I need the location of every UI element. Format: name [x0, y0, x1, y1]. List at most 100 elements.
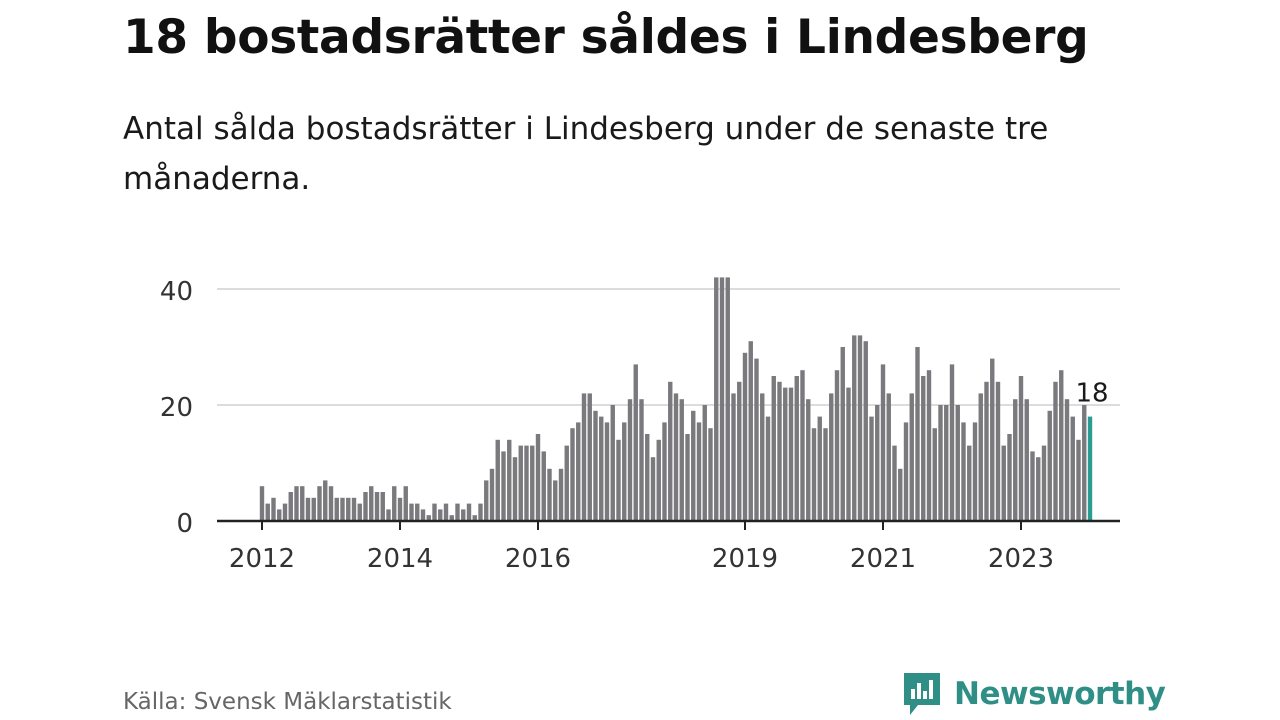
bar	[627, 399, 633, 521]
bar	[949, 364, 955, 521]
bar	[1013, 399, 1018, 521]
bar-chart: 0 20 40 2012 2014 2016 2019 2021 2023 18	[160, 277, 1120, 574]
x-tick-label: 2019	[712, 544, 778, 574]
bar	[507, 439, 512, 521]
chart-subtitle: Antal sålda bostadsrätter i Lindesberg u…	[123, 111, 1049, 197]
bar	[967, 445, 972, 521]
newsworthy-logo-icon	[904, 673, 940, 715]
bar	[581, 393, 587, 521]
bar	[921, 376, 926, 521]
x-tick-label: 2012	[229, 544, 295, 574]
bar	[328, 486, 334, 521]
bar	[846, 387, 851, 521]
bar	[932, 428, 937, 521]
bar	[1076, 439, 1081, 521]
bar	[317, 486, 322, 521]
bar	[1030, 451, 1035, 521]
bar	[524, 445, 529, 521]
bar	[610, 405, 615, 521]
bar	[679, 399, 684, 521]
y-tick-label: 20	[160, 393, 193, 423]
bar	[622, 422, 627, 521]
bar	[817, 416, 822, 521]
bar	[892, 445, 897, 521]
bar	[558, 468, 564, 521]
bar	[380, 492, 385, 521]
bar	[478, 503, 483, 521]
bar	[840, 347, 845, 521]
bar	[926, 370, 932, 521]
bar	[903, 422, 909, 521]
bar	[294, 486, 299, 521]
bar	[403, 486, 408, 521]
bar	[639, 399, 644, 521]
bar	[432, 503, 437, 521]
bar	[869, 416, 874, 521]
y-tick-label: 40	[160, 277, 193, 307]
bar	[708, 428, 713, 521]
bar	[800, 370, 805, 521]
bar	[880, 364, 886, 521]
bar-highlight	[1087, 416, 1093, 521]
bar	[1001, 445, 1006, 521]
bar	[915, 347, 920, 521]
bar	[541, 451, 546, 521]
bar	[374, 492, 380, 521]
bar	[863, 341, 868, 521]
bar	[719, 277, 725, 521]
bar	[409, 503, 414, 521]
bar	[449, 515, 454, 521]
bar	[742, 352, 748, 521]
bar	[668, 381, 673, 521]
bar	[311, 497, 316, 521]
bar	[645, 434, 650, 521]
bar	[656, 439, 661, 521]
bar	[323, 480, 328, 521]
bar	[461, 509, 466, 521]
bar	[990, 358, 995, 521]
bar	[1059, 370, 1064, 521]
bar	[662, 422, 667, 521]
chart-title: 18 bostadsrätter såldes i Lindesberg	[123, 10, 1089, 65]
y-tick-label: 0	[176, 509, 193, 539]
bar	[363, 492, 368, 521]
bar	[1024, 399, 1029, 521]
bar	[334, 497, 339, 521]
bar	[1064, 399, 1070, 521]
bar	[650, 457, 656, 521]
y-axis-labels: 0 20 40	[160, 277, 193, 539]
x-tick-label: 2016	[505, 544, 571, 574]
bar	[978, 393, 983, 521]
bar	[351, 497, 357, 521]
bar	[1047, 410, 1052, 521]
x-axis-labels: 2012 2014 2016 2019 2021 2023	[229, 521, 1054, 574]
brand-name: Newsworthy	[954, 676, 1166, 712]
bar	[972, 422, 978, 521]
bar	[955, 405, 960, 521]
bar	[501, 451, 506, 521]
source-note: Källa: Svensk Mäklarstatistik	[123, 689, 452, 715]
bar	[691, 410, 696, 521]
bar	[369, 486, 374, 521]
bar	[714, 277, 719, 521]
bar	[553, 480, 558, 521]
bar	[898, 468, 903, 521]
bar	[737, 381, 742, 521]
bar	[397, 497, 403, 521]
brand-logo[interactable]: Newsworthy	[902, 670, 1166, 718]
bars	[259, 277, 1093, 521]
bar	[357, 503, 362, 521]
bar	[288, 492, 293, 521]
bar	[300, 486, 305, 521]
bar	[760, 393, 765, 521]
bar	[961, 422, 966, 521]
bar	[593, 410, 598, 521]
bar	[599, 416, 604, 521]
bar	[748, 341, 753, 521]
bar	[725, 277, 730, 521]
bar	[1041, 445, 1047, 521]
bar	[426, 515, 431, 521]
bar	[305, 497, 311, 521]
x-tick-label: 2021	[850, 544, 916, 574]
bar	[788, 387, 794, 521]
